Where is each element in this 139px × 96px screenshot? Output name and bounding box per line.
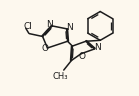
Text: N: N — [94, 43, 101, 53]
Text: Cl: Cl — [23, 22, 32, 31]
Text: N: N — [66, 23, 72, 32]
Text: N: N — [46, 20, 53, 29]
Text: CH₃: CH₃ — [52, 72, 68, 81]
Text: O: O — [42, 44, 49, 53]
Text: O: O — [79, 52, 85, 61]
